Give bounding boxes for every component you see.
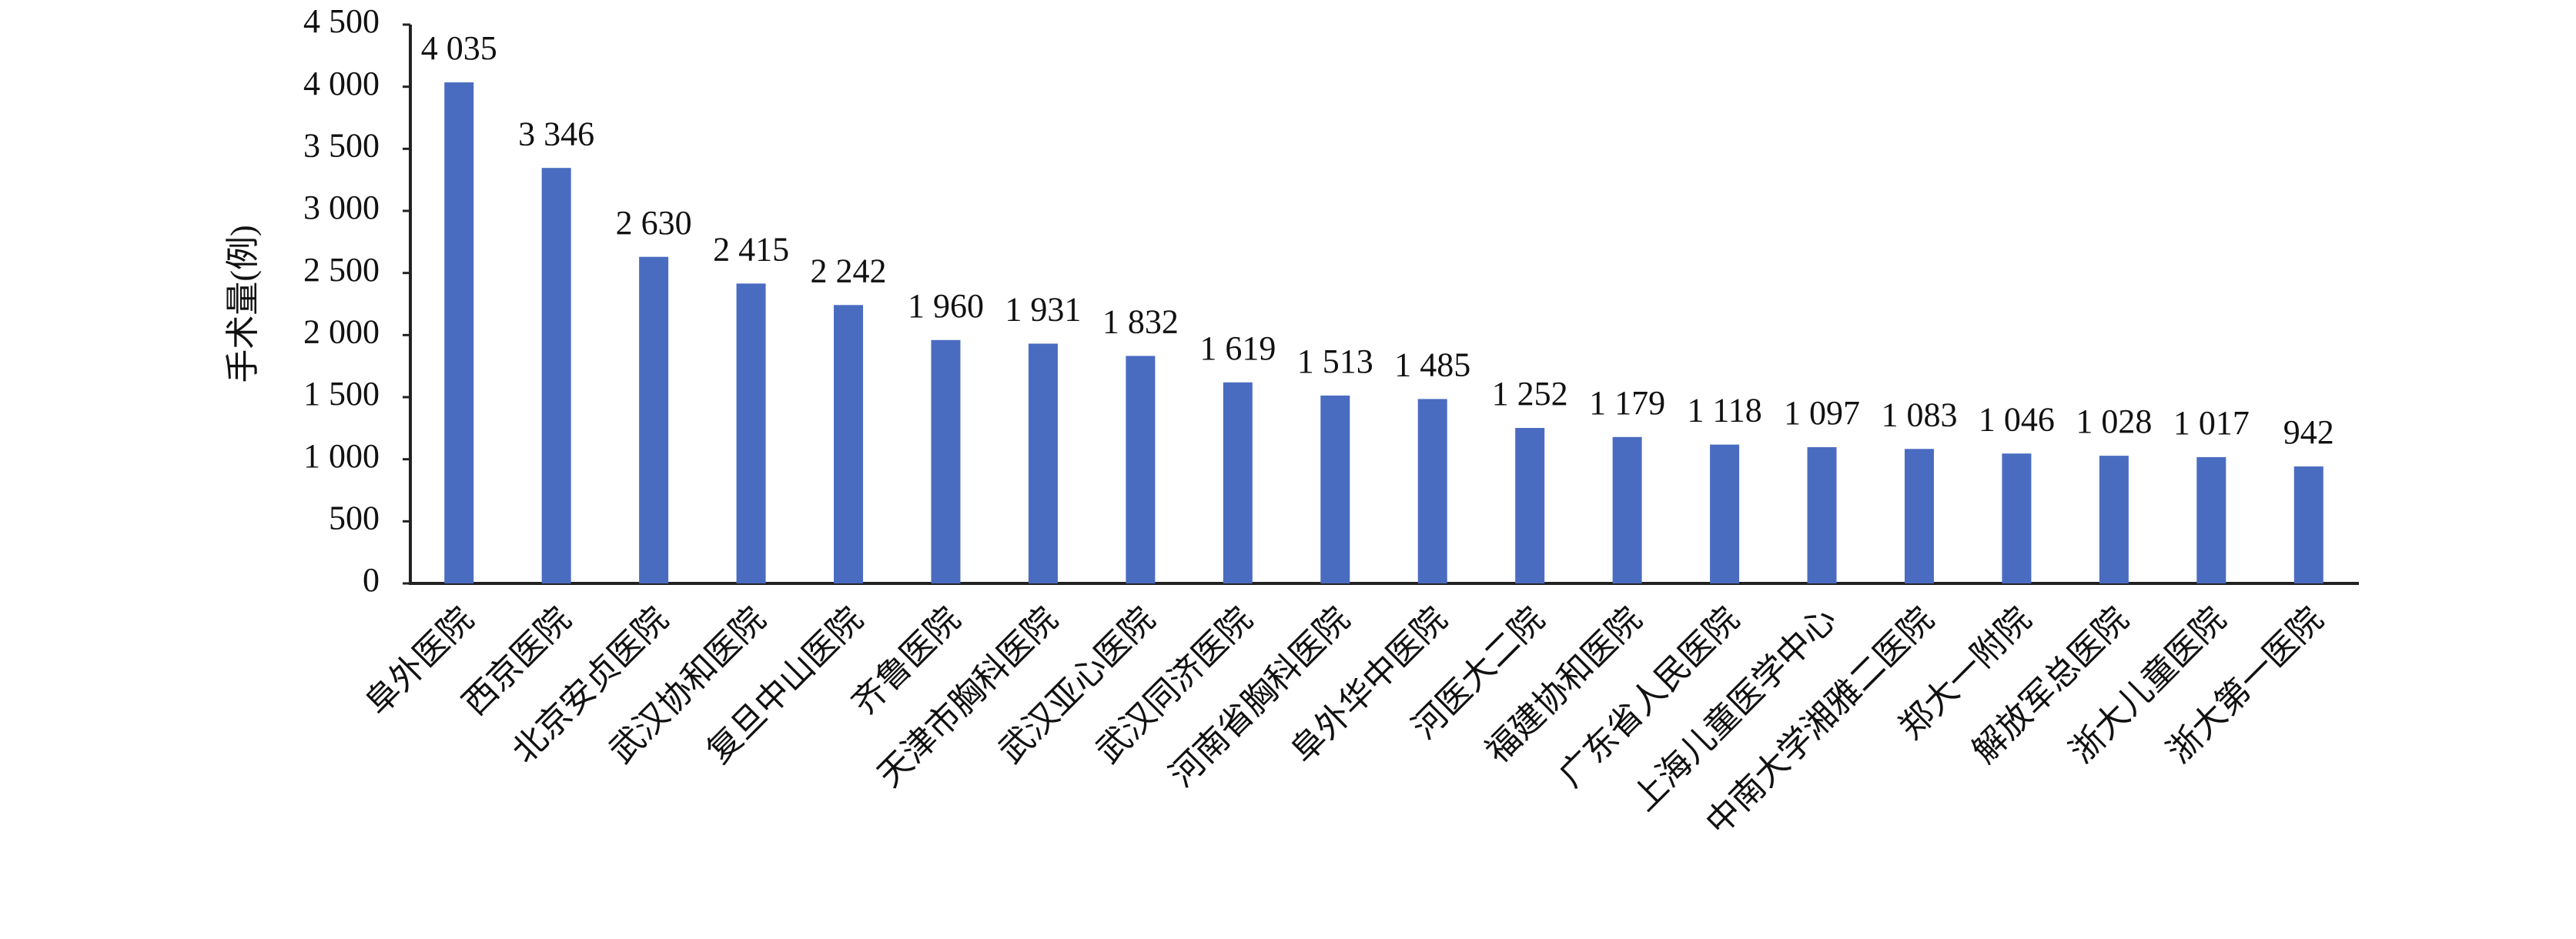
y-tick-label: 2 500: [303, 251, 380, 289]
y-tick-label: 3 500: [303, 126, 380, 164]
x-tick-label: 广东省人民医院: [1552, 600, 1746, 794]
bar: [1223, 382, 1253, 583]
bar: [2293, 466, 2323, 583]
value-label: 1 960: [908, 287, 984, 325]
bar: [639, 256, 669, 583]
x-tick-label: 阜外医院: [358, 600, 480, 723]
value-label: 1 118: [1687, 392, 1761, 429]
bar: [1417, 399, 1447, 583]
value-label: 1 097: [1784, 394, 1860, 432]
value-label: 1 083: [1881, 396, 1957, 433]
value-label: 2 415: [713, 230, 789, 268]
y-tick-label: 1 000: [303, 437, 380, 475]
bar: [1612, 436, 1642, 583]
bar: [1710, 444, 1740, 583]
bar: [834, 305, 864, 583]
value-label: 1 017: [2173, 404, 2250, 442]
y-tick-label: 3 000: [303, 189, 380, 226]
y-tick-label: 2 000: [303, 312, 380, 350]
value-label: 1 028: [2076, 403, 2152, 440]
y-tick-label: 4 500: [303, 2, 380, 40]
value-label: 1 832: [1102, 303, 1179, 341]
value-label: 1 179: [1589, 384, 1665, 422]
value-label: 942: [2283, 413, 2334, 451]
value-label: 1 931: [1005, 291, 1081, 329]
bar: [1807, 447, 1837, 583]
y-tick-label: 4 000: [303, 65, 380, 102]
bar: [1320, 395, 1350, 583]
y-axis-label: 手术量(例): [224, 225, 262, 383]
value-label: 2 630: [616, 204, 692, 242]
value-label: 1 513: [1297, 343, 1373, 380]
bar: [2002, 453, 2032, 583]
y-tick-label: 0: [363, 561, 380, 599]
value-label: 1 252: [1492, 375, 1568, 413]
bar: [2196, 456, 2226, 583]
value-label: 1 485: [1394, 346, 1470, 384]
value-label: 4 035: [421, 29, 497, 67]
bar: [1904, 449, 1934, 583]
value-label: 3 346: [518, 115, 594, 152]
bar: [541, 168, 571, 584]
value-label: 1 619: [1199, 329, 1276, 367]
bar: [1028, 343, 1058, 583]
x-tick-label: 天津市胸科医院: [871, 600, 1065, 794]
bar: [736, 283, 766, 583]
y-tick-label: 500: [329, 499, 380, 536]
bar: [2099, 456, 2129, 583]
bar: [1126, 356, 1156, 583]
bar: [931, 339, 961, 583]
value-label: 1 046: [1979, 400, 2055, 438]
x-tick-label: 河南省胸科医院: [1163, 600, 1357, 794]
bar: [1515, 428, 1545, 583]
bar: [444, 82, 474, 583]
value-label: 2 242: [811, 252, 887, 289]
y-tick-label: 1 500: [303, 375, 380, 413]
